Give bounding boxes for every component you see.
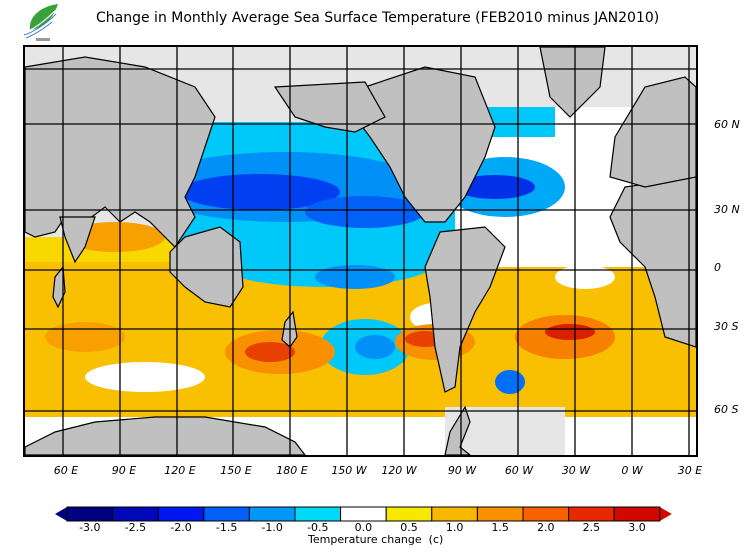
colorbar-cell [431,506,478,522]
colorbar-cell [157,506,205,522]
lon-label: 60 W [504,464,534,477]
lon-label: 30 E [677,464,703,477]
lon-label: 30 W [561,464,591,477]
colorbar-cell [385,506,433,522]
colorbar-tick-label: 3.0 [628,521,646,534]
map-title: Change in Monthly Average Sea Surface Te… [96,10,660,26]
lon-label: 150 E [220,464,252,477]
colorbar-tick-label: 0.5 [400,521,418,534]
graticule [25,47,696,455]
colorbar-tick-label: -2.5 [124,521,147,534]
colorbar-triangles [55,506,672,522]
colorbar-cell [476,506,524,522]
colorbar-under-arrow [55,507,67,521]
lat-label: 30 N [714,203,740,216]
institute-logo [23,4,59,41]
colorbar-tick-label: -0.5 [307,521,329,534]
lon-label: 90 E [111,464,137,477]
colorbar-tick-label: 1.5 [491,521,509,534]
land-madagascar [52,265,66,309]
colorbar-cell [613,506,661,522]
land-alaska [273,81,386,133]
land-antarctica [25,416,306,455]
colorbar-cell [522,506,570,522]
colorbar-label: Temperature change (c) [308,533,444,546]
lat-label: 30 S [714,320,739,333]
land-greenland [539,47,606,118]
colorbar-tick-label: 2.5 [582,521,601,534]
colorbar-tick-label: 0.0 [354,521,373,534]
land-antarctic-peninsula [444,405,471,455]
colorbar-cell [112,506,159,522]
lat-label: 60 S [714,403,739,416]
lon-label: 0 W [621,464,643,477]
land-masses [25,47,696,455]
colorbar-cell [568,506,615,522]
land-europe [609,76,696,188]
colorbar-tick-label: -1.0 [261,521,283,534]
lat-label: 60 N [714,118,740,131]
lon-label: 120 E [164,464,196,477]
colorbar-tick-label: 2.0 [537,521,555,534]
sst-anomaly-map [23,45,698,457]
land-australia [169,226,244,308]
colorbar-cell [66,506,114,522]
colorbar-tick-label: -2.0 [170,521,192,534]
colorbar-cell [248,506,296,522]
map-canvas [25,47,696,455]
colorbar-tick-label: -3.0 [79,521,101,534]
colorbar-tick-label: -1.5 [215,521,238,534]
colorbar-over-arrow [659,507,672,521]
colorbar-cell [203,506,250,522]
lon-label: 60 E [53,464,79,477]
colorbar-tick-label: 1.0 [445,521,464,534]
land-india [59,216,96,264]
lat-label: 0 [714,261,721,274]
colorbar-cell [340,506,387,522]
lon-label: 150 W [331,464,367,477]
land-north-america [354,66,496,223]
colorbar-cell [294,506,342,522]
lon-label: 180 E [276,464,308,477]
lon-label: 120 W [381,464,417,477]
land-south-america [424,226,506,393]
lon-label: 90 W [447,464,477,477]
